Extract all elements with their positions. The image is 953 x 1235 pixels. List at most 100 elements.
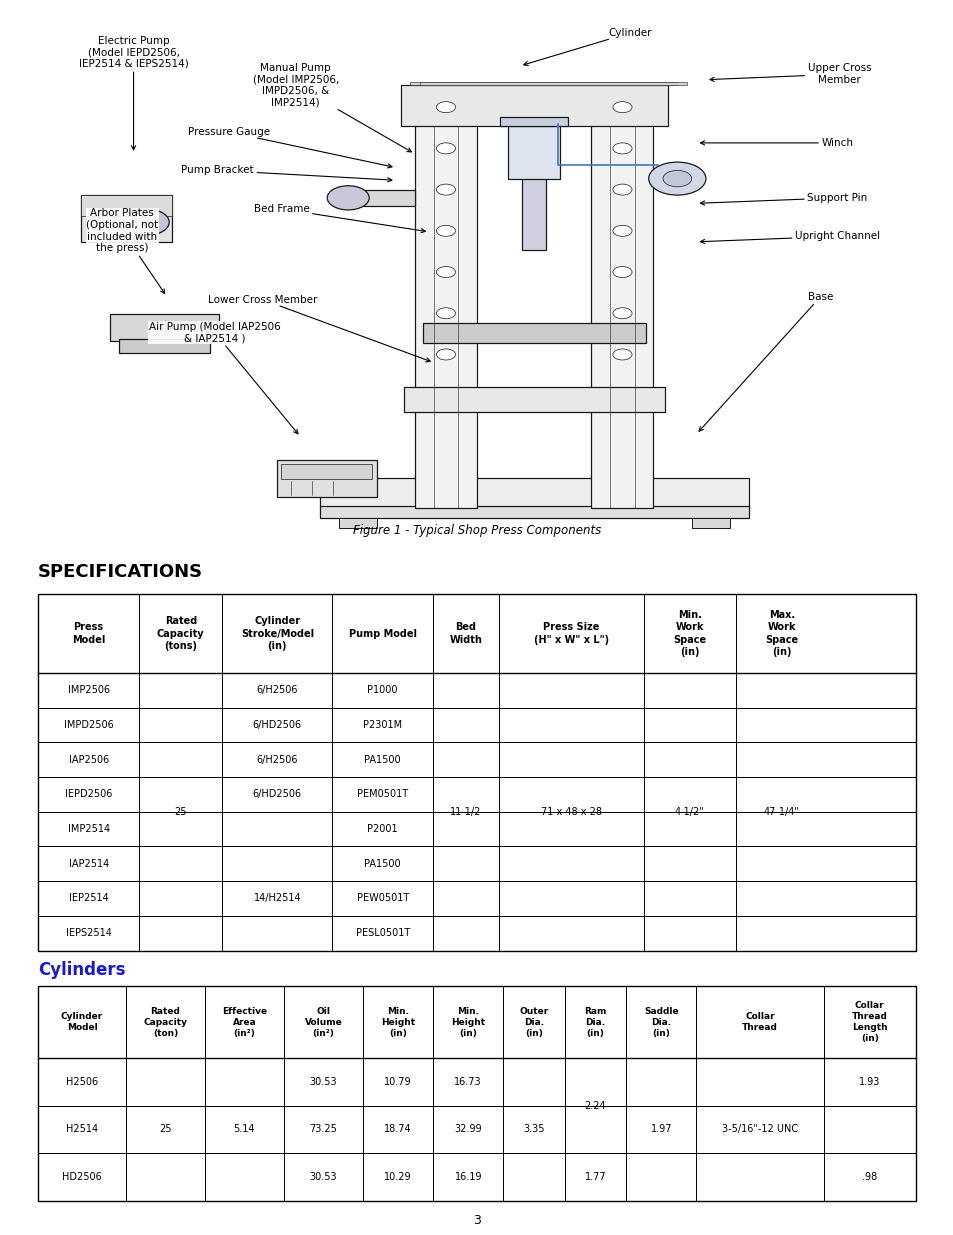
Text: Oil
Volume
(in²): Oil Volume (in²)	[304, 1007, 342, 1037]
Text: Cylinders: Cylinders	[38, 961, 126, 979]
Circle shape	[612, 143, 631, 154]
Text: PA1500: PA1500	[364, 858, 400, 868]
Text: .98: .98	[862, 1172, 877, 1182]
Text: P2301M: P2301M	[363, 720, 402, 730]
Text: PEW0501T: PEW0501T	[356, 893, 408, 904]
Text: H2506: H2506	[66, 1077, 98, 1087]
Text: Cylinder: Cylinder	[523, 28, 651, 65]
Text: 1.97: 1.97	[650, 1124, 671, 1135]
Text: 30.53: 30.53	[310, 1172, 336, 1182]
Text: 6/HD2506: 6/HD2506	[253, 789, 301, 799]
Circle shape	[612, 225, 631, 236]
Bar	[400, 85, 667, 126]
Text: Base: Base	[699, 291, 832, 431]
Bar	[38, 987, 915, 1200]
Bar	[110, 315, 219, 341]
Bar	[338, 519, 376, 527]
Circle shape	[612, 308, 631, 319]
Text: HD2506: HD2506	[62, 1172, 102, 1182]
Text: IMP2514: IMP2514	[68, 824, 110, 834]
Text: Min.
Height
(in): Min. Height (in)	[380, 1007, 415, 1037]
Circle shape	[436, 143, 456, 154]
Bar	[319, 478, 748, 509]
Text: Rated
Capacity
(tons): Rated Capacity (tons)	[157, 616, 204, 651]
Text: Effective
Area
(in²): Effective Area (in²)	[222, 1007, 267, 1037]
Text: 16.73: 16.73	[454, 1077, 481, 1087]
Bar	[422, 322, 645, 343]
Bar	[81, 195, 172, 216]
Text: IMP2506: IMP2506	[68, 685, 110, 695]
Bar	[281, 463, 372, 479]
Circle shape	[612, 101, 631, 112]
Circle shape	[436, 350, 456, 359]
Text: 16.19: 16.19	[454, 1172, 481, 1182]
Text: 6/H2506: 6/H2506	[256, 685, 297, 695]
Text: IEPD2506: IEPD2506	[65, 789, 112, 799]
Text: Ram
Dia.
(in): Ram Dia. (in)	[583, 1007, 606, 1037]
Text: 25: 25	[174, 806, 187, 816]
Text: P1000: P1000	[367, 685, 397, 695]
Text: Electric Pump
(Model IEPD2506,
IEP2514 & IEPS2514): Electric Pump (Model IEPD2506, IEP2514 &…	[78, 36, 189, 149]
Bar	[507, 126, 560, 179]
Text: Pressure Gauge: Pressure Gauge	[188, 127, 392, 168]
Text: 10.79: 10.79	[384, 1077, 412, 1087]
Text: 5.14: 5.14	[233, 1124, 254, 1135]
Circle shape	[612, 184, 631, 195]
Text: PESL0501T: PESL0501T	[355, 929, 410, 939]
Text: 71 x 48 x 28: 71 x 48 x 28	[540, 806, 601, 816]
Text: SPECIFICATIONS: SPECIFICATIONS	[38, 563, 203, 582]
Circle shape	[612, 350, 631, 359]
Text: IAP2514: IAP2514	[69, 858, 109, 868]
Text: IMPD2506: IMPD2506	[64, 720, 113, 730]
Text: Rated
Capacity
(ton): Rated Capacity (ton)	[143, 1007, 187, 1037]
Text: 3-5/16"-12 UNC: 3-5/16"-12 UNC	[721, 1124, 798, 1135]
Text: Bed
Width: Bed Width	[449, 622, 482, 645]
Circle shape	[648, 162, 705, 195]
Bar	[38, 594, 915, 951]
Text: Cylinder
Stroke/Model
(in): Cylinder Stroke/Model (in)	[240, 616, 314, 651]
Text: IEP2514: IEP2514	[69, 893, 109, 904]
Text: P2001: P2001	[367, 824, 397, 834]
Text: 30.53: 30.53	[310, 1077, 336, 1087]
Circle shape	[662, 170, 691, 186]
Text: Press
Model: Press Model	[71, 622, 105, 645]
Text: Bed Frame: Bed Frame	[253, 204, 425, 232]
Text: Arbor Plates
(Optional, not
included with
the press): Arbor Plates (Optional, not included wit…	[86, 209, 165, 294]
Text: Lower Cross Member: Lower Cross Member	[208, 294, 430, 362]
Text: Collar
Thread: Collar Thread	[741, 1013, 778, 1032]
Bar	[419, 83, 686, 85]
Circle shape	[436, 308, 456, 319]
Text: IEPS2514: IEPS2514	[66, 929, 112, 939]
Bar	[119, 340, 210, 353]
Text: Upright Channel: Upright Channel	[700, 231, 880, 243]
Text: 3: 3	[473, 1214, 480, 1226]
Text: 47-1/4": 47-1/4"	[763, 806, 800, 816]
Circle shape	[436, 225, 456, 236]
Circle shape	[436, 101, 456, 112]
Text: Press Size
(H" x W" x L"): Press Size (H" x W" x L")	[534, 622, 608, 645]
Text: Manual Pump
(Model IMP2506,
IMPD2506, &
IMP2514): Manual Pump (Model IMP2506, IMPD2506, & …	[253, 63, 411, 152]
Text: Pump Model: Pump Model	[348, 629, 416, 638]
Text: IAP2506: IAP2506	[69, 755, 109, 764]
Circle shape	[612, 267, 631, 278]
Text: Outer
Dia.
(in): Outer Dia. (in)	[518, 1007, 548, 1037]
Bar	[276, 459, 376, 498]
Text: Max.
Work
Space
(in): Max. Work Space (in)	[764, 610, 798, 657]
Text: 6/H2506: 6/H2506	[256, 755, 297, 764]
Bar	[86, 216, 135, 240]
Text: Saddle
Dia.
(in): Saddle Dia. (in)	[643, 1007, 678, 1037]
Text: Air Pump (Model IAP2506
& IAP2514 ): Air Pump (Model IAP2506 & IAP2514 )	[149, 321, 297, 433]
Text: Winch: Winch	[700, 138, 853, 148]
Circle shape	[436, 267, 456, 278]
Bar	[319, 506, 748, 519]
Text: 10.29: 10.29	[384, 1172, 412, 1182]
Text: 6/HD2506: 6/HD2506	[253, 720, 301, 730]
Bar	[415, 90, 476, 509]
Bar	[691, 519, 729, 527]
Bar	[81, 195, 172, 242]
Text: Upper Cross
Member: Upper Cross Member	[709, 63, 870, 85]
Text: Pump Bracket: Pump Bracket	[181, 165, 392, 182]
Bar	[403, 388, 664, 412]
Text: Min.
Work
Space
(in): Min. Work Space (in)	[673, 610, 705, 657]
Bar	[499, 116, 567, 126]
